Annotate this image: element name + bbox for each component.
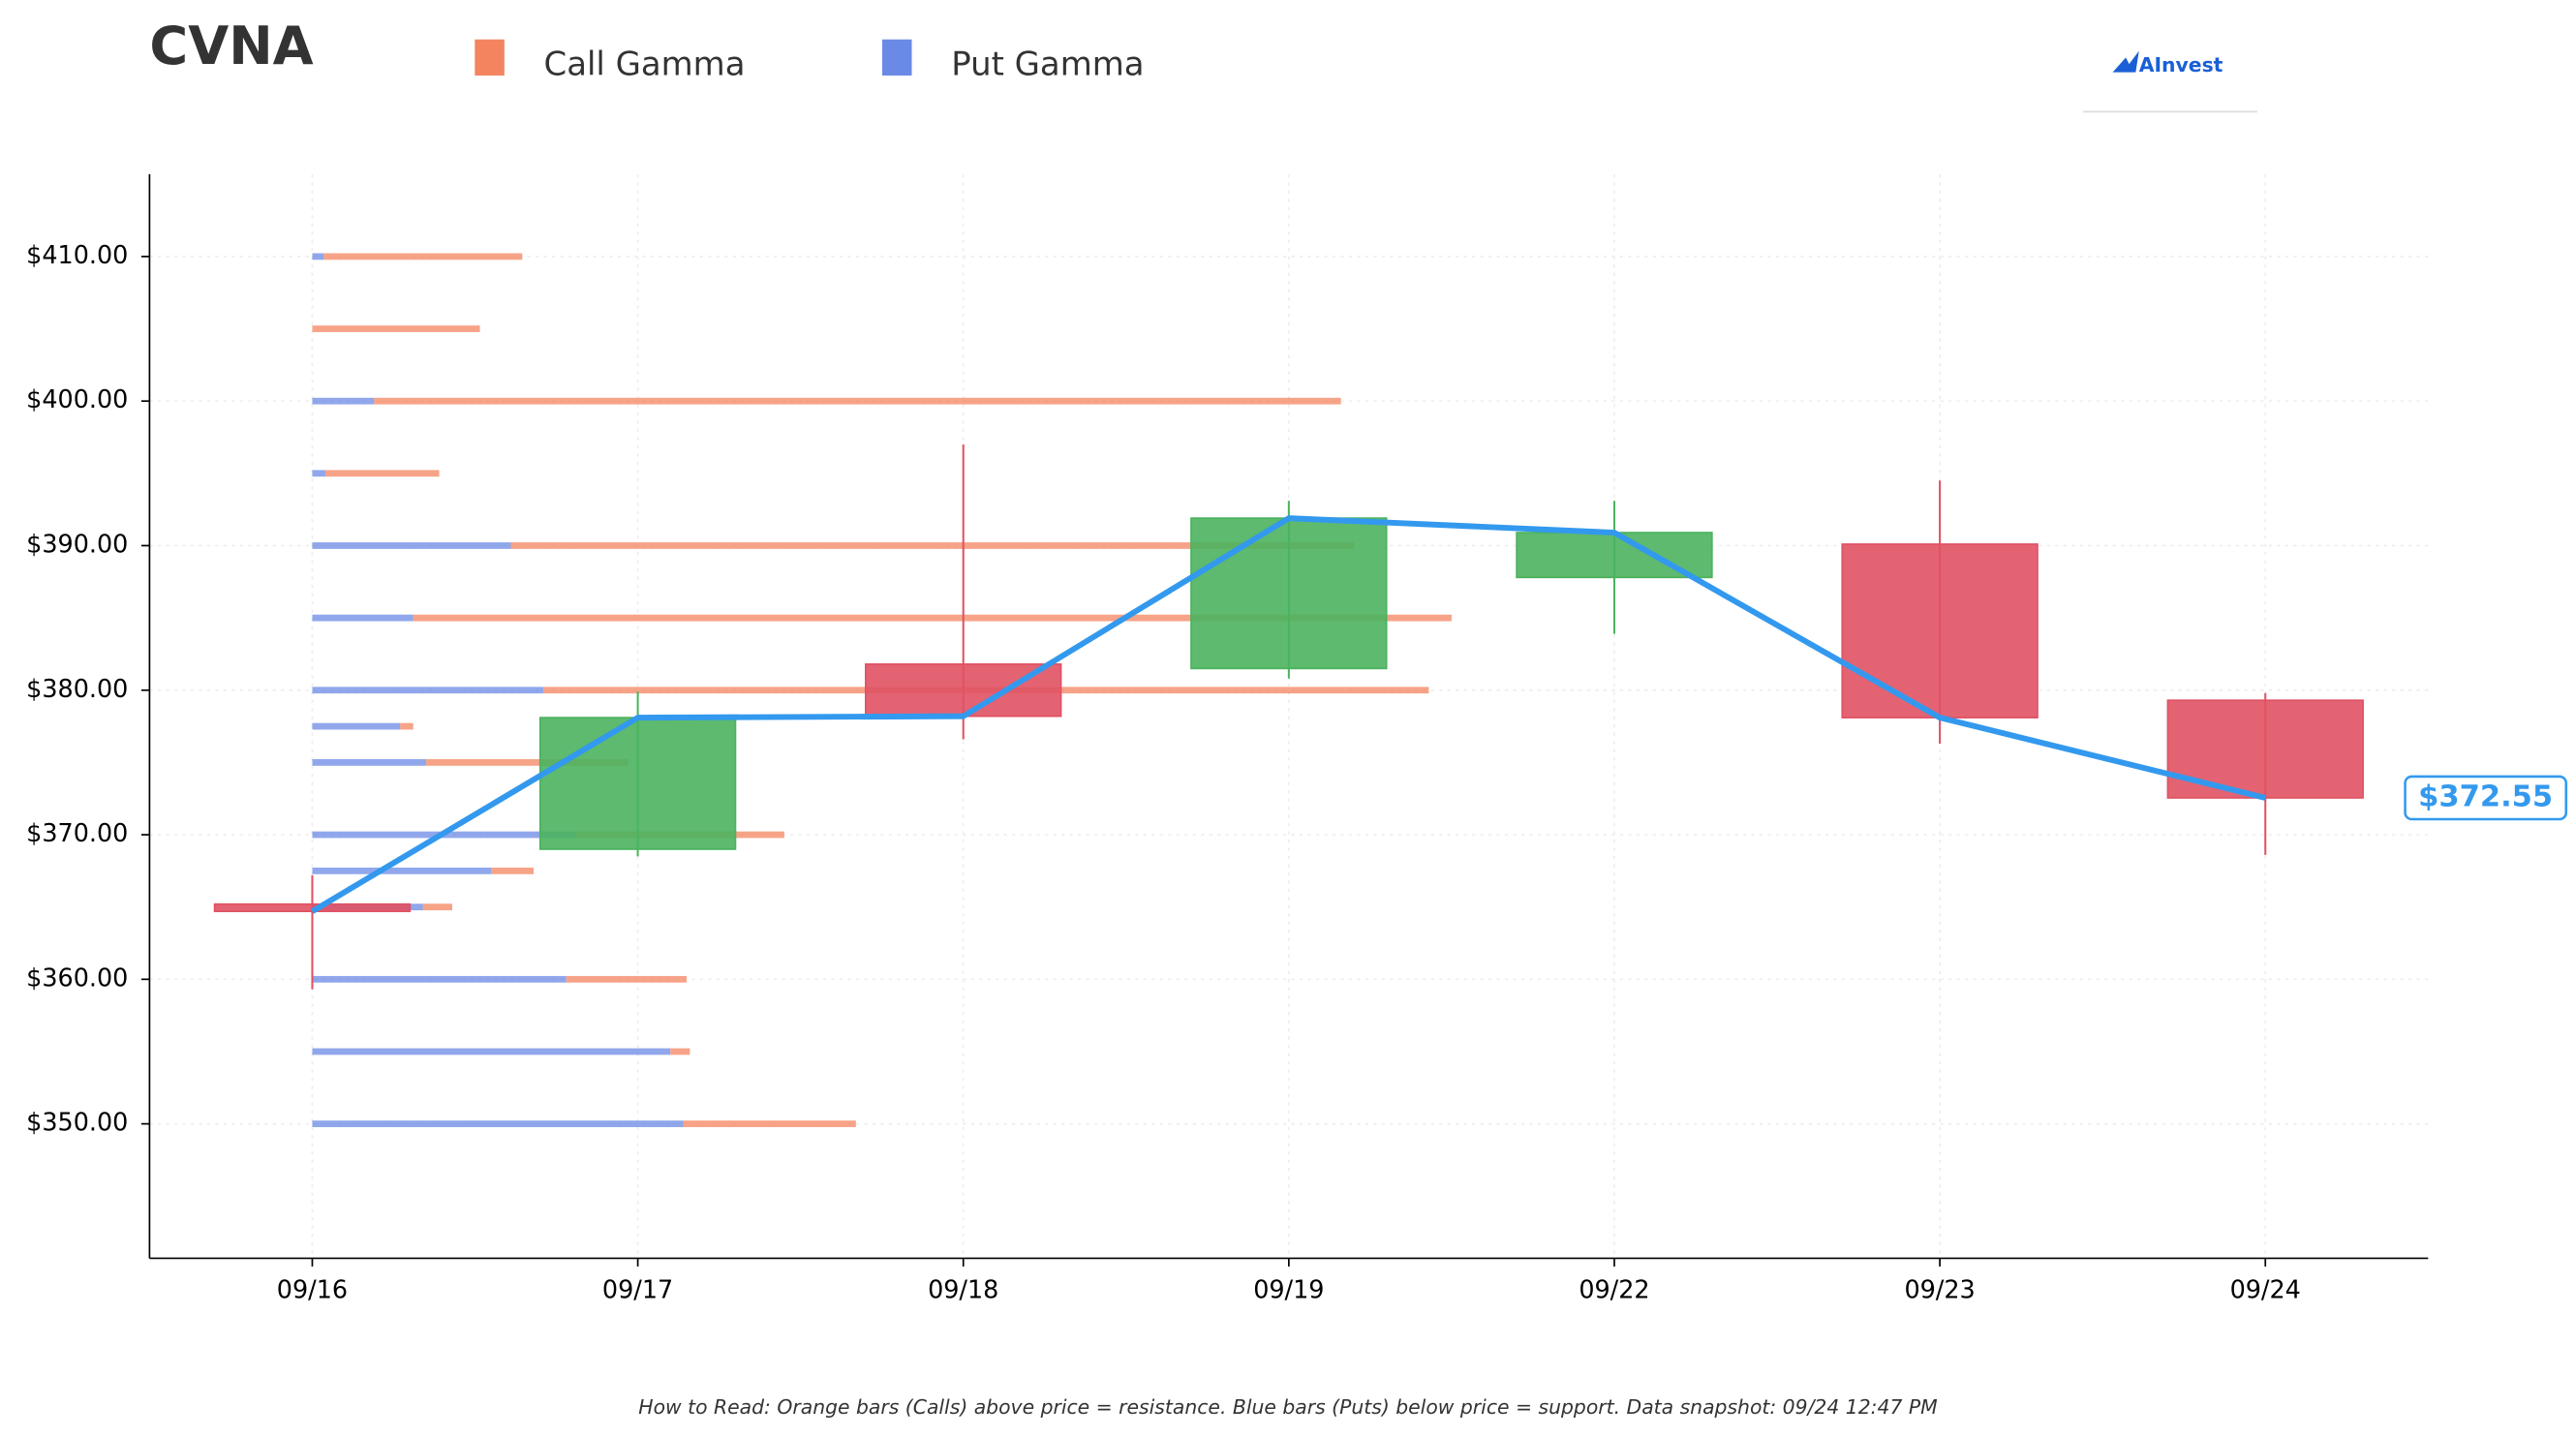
gamma-bar — [312, 542, 511, 549]
x-tick-label: 09/22 — [1579, 1274, 1649, 1303]
footer-note: How to Read: Orange bars (Calls) above p… — [638, 1395, 1937, 1419]
gamma-bar — [312, 759, 427, 766]
x-tick-label: 09/23 — [1904, 1274, 1975, 1303]
brand-name: AInvest — [2139, 53, 2223, 76]
chart-title: CVNA — [149, 15, 313, 76]
y-tick-label: $380.00 — [26, 674, 128, 703]
gamma-bar — [312, 722, 401, 730]
x-tick-label: 09/18 — [928, 1274, 998, 1303]
x-tick-label: 09/19 — [1253, 1274, 1324, 1303]
gamma-bar — [413, 614, 1452, 622]
gamma-bar — [374, 397, 1341, 405]
y-tick-label: $360.00 — [26, 963, 128, 992]
gamma-bar — [422, 903, 453, 911]
candle-body — [1841, 543, 2039, 718]
last-price-box — [2404, 775, 2568, 821]
brand-logo: AInvest — [2083, 50, 2257, 113]
gamma-bar — [312, 867, 492, 874]
x-tick-label: 09/16 — [277, 1274, 348, 1303]
close-line — [310, 515, 2266, 914]
last-price-label: $372.55 — [2418, 780, 2553, 813]
candle-body — [213, 902, 412, 913]
gamma-bar — [312, 1048, 671, 1055]
y-tick-label: $410.00 — [26, 240, 128, 269]
gamma-bar — [312, 687, 544, 694]
gamma-bar — [510, 542, 1355, 549]
gamma-bar — [566, 975, 688, 983]
y-tick-label: $390.00 — [26, 529, 128, 558]
gamma-bar — [312, 975, 567, 983]
y-tick-label: $350.00 — [26, 1108, 128, 1137]
gamma-bar — [670, 1048, 690, 1055]
gamma-bar — [312, 1120, 684, 1127]
gamma-bar — [312, 470, 325, 477]
gamma-bar — [426, 759, 629, 766]
legend-label: Put Gamma — [951, 45, 1144, 82]
gamma-bar — [683, 1120, 856, 1127]
x-tick-label: 09/17 — [602, 1274, 673, 1303]
gamma-bar — [312, 325, 480, 332]
legend-label: Call Gamma — [544, 45, 746, 82]
x-tick-label: 09/24 — [2230, 1274, 2301, 1303]
gamma-bar — [400, 722, 414, 730]
candle-body — [1190, 517, 1388, 670]
legend-swatch — [475, 39, 505, 76]
gamma-bar — [324, 470, 440, 477]
gamma-bar — [323, 253, 523, 260]
gamma-bar — [312, 253, 324, 260]
candle-body — [538, 717, 737, 850]
gamma-bar — [491, 867, 535, 874]
logo-icon — [2112, 50, 2139, 73]
legend-swatch — [881, 39, 912, 76]
gamma-bar — [312, 397, 375, 405]
candle-body — [865, 663, 1062, 718]
y-tick-label: $370.00 — [26, 818, 128, 847]
gamma-bar — [312, 614, 414, 622]
y-tick-label: $400.00 — [26, 384, 128, 413]
